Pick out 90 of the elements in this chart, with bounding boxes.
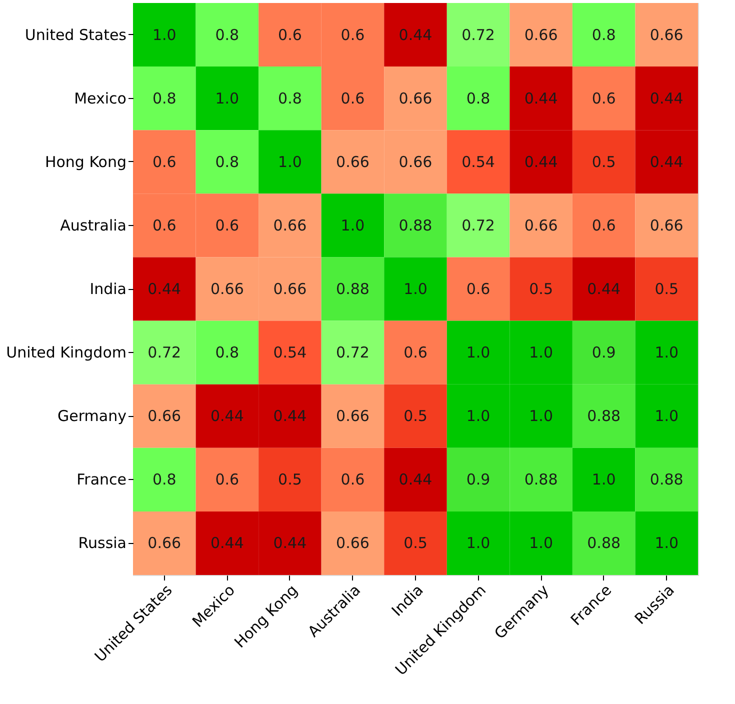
data-label: 0.66 <box>650 26 684 44</box>
data-label: 1.0 <box>592 470 616 489</box>
data-label: 0.44 <box>587 280 621 298</box>
data-label: 0.88 <box>650 470 684 489</box>
y-tick-label: United Kingdom <box>6 344 126 362</box>
y-tick-label: France <box>76 470 126 489</box>
data-label: 0.44 <box>650 89 684 108</box>
y-tick-label: United States <box>24 26 127 44</box>
data-label: 0.44 <box>148 280 182 298</box>
data-label: 0.72 <box>462 26 495 44</box>
data-label: 0.6 <box>215 216 240 234</box>
data-label: 0.66 <box>210 280 244 298</box>
data-label: 0.44 <box>524 89 558 108</box>
data-label: 0.5 <box>404 407 428 426</box>
y-tick-label: Russia <box>78 534 126 552</box>
data-label: 1.0 <box>404 280 428 298</box>
data-label: 0.8 <box>278 89 302 108</box>
data-label: 1.0 <box>654 344 679 362</box>
data-label: 0.66 <box>273 280 307 298</box>
data-label: 0.44 <box>273 534 307 552</box>
data-label: 1.0 <box>466 344 490 362</box>
data-label: 1.0 <box>654 407 679 426</box>
data-label: 0.9 <box>592 344 616 362</box>
y-tick-label: India <box>90 280 126 298</box>
data-label: 0.6 <box>592 89 616 108</box>
y-tick-label: Australia <box>60 216 126 234</box>
data-label: 0.88 <box>398 216 432 234</box>
data-label: 0.6 <box>340 89 365 108</box>
data-label: 0.6 <box>340 470 365 489</box>
data-label: 0.8 <box>152 470 176 489</box>
data-label: 0.5 <box>278 470 302 489</box>
data-label: 0.8 <box>215 344 240 362</box>
data-label: 0.54 <box>462 152 495 171</box>
data-label: 0.5 <box>404 534 428 552</box>
data-label: 0.6 <box>340 26 365 44</box>
data-label: 1.0 <box>529 407 553 426</box>
y-tick-label: Germany <box>58 407 127 426</box>
data-label: 0.44 <box>524 152 558 171</box>
data-label: 0.72 <box>462 216 495 234</box>
data-label: 1.0 <box>340 216 365 234</box>
data-label: 0.44 <box>273 407 307 426</box>
data-label: 0.66 <box>148 534 182 552</box>
data-label: 1.0 <box>466 534 490 552</box>
data-label: 0.5 <box>592 152 616 171</box>
data-label: 0.6 <box>278 26 302 44</box>
data-label: 0.66 <box>398 89 432 108</box>
data-label: 0.6 <box>152 216 176 234</box>
data-label: 1.0 <box>529 534 553 552</box>
data-label: 0.44 <box>650 152 684 171</box>
data-label: 0.66 <box>524 216 558 234</box>
data-label: 0.8 <box>215 26 240 44</box>
data-label: 0.5 <box>654 280 679 298</box>
data-label: 1.0 <box>152 26 176 44</box>
data-label: 0.44 <box>398 470 432 489</box>
data-label: 1.0 <box>529 344 553 362</box>
data-label: 0.5 <box>529 280 553 298</box>
y-tick-label: Mexico <box>74 89 126 108</box>
data-label: 0.72 <box>148 344 182 362</box>
data-label: 0.8 <box>215 152 240 171</box>
data-label: 0.66 <box>336 152 370 171</box>
data-label: 0.8 <box>152 89 176 108</box>
y-tick-label: Hong Kong <box>44 152 126 171</box>
data-label: 0.6 <box>592 216 616 234</box>
data-label: 0.8 <box>592 26 616 44</box>
data-label: 0.88 <box>336 280 370 298</box>
data-label: 0.54 <box>273 344 307 362</box>
data-label: 0.88 <box>524 470 558 489</box>
data-label: 0.66 <box>336 407 370 426</box>
data-label: 0.8 <box>466 89 490 108</box>
data-label: 0.66 <box>273 216 307 234</box>
data-label: 0.6 <box>215 470 240 489</box>
data-label: 1.0 <box>466 407 490 426</box>
data-label: 0.66 <box>148 407 182 426</box>
data-label: 1.0 <box>654 534 679 552</box>
data-label: 0.66 <box>524 26 558 44</box>
data-label: 0.88 <box>587 407 621 426</box>
data-label: 0.9 <box>466 470 490 489</box>
data-label: 0.72 <box>336 344 370 362</box>
data-label: 0.66 <box>650 216 684 234</box>
data-label: 1.0 <box>215 89 240 108</box>
data-label: 0.66 <box>398 152 432 171</box>
data-label: 0.44 <box>210 534 244 552</box>
data-label: 0.6 <box>404 344 428 362</box>
data-label: 1.0 <box>278 152 302 171</box>
data-label: 0.44 <box>210 407 244 426</box>
data-label: 0.6 <box>466 280 490 298</box>
data-label: 0.6 <box>152 152 176 171</box>
data-label: 0.88 <box>587 534 621 552</box>
data-label: 0.44 <box>398 26 432 44</box>
data-label: 0.66 <box>336 534 370 552</box>
